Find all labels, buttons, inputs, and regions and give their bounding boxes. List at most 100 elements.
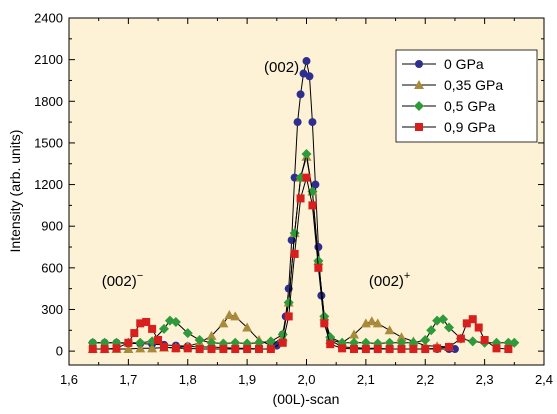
- data-point: [284, 312, 293, 321]
- data-point: [420, 335, 431, 346]
- data-point: [302, 173, 311, 182]
- series-layer: [87, 57, 520, 354]
- data-point: [366, 316, 377, 326]
- legend-label: 0,9 GPa: [444, 119, 496, 135]
- data-point: [160, 342, 168, 351]
- data-point: [314, 263, 323, 272]
- data-point: [299, 69, 308, 78]
- data-point: [338, 344, 347, 353]
- legend-label: 0,5 GPa: [444, 98, 496, 114]
- data-point: [231, 345, 240, 354]
- data-point: [320, 319, 329, 328]
- data-point: [308, 118, 317, 127]
- data-point: [242, 322, 253, 332]
- data-point: [147, 343, 158, 353]
- data-point: [305, 72, 314, 81]
- y-tick-label: 1500: [34, 135, 63, 150]
- y-tick-label: 900: [41, 219, 63, 234]
- data-point: [290, 249, 299, 258]
- data-point: [350, 345, 358, 354]
- data-point: [207, 345, 216, 354]
- y-tick-label: 1800: [34, 94, 63, 109]
- series-0-9-gpa: [88, 173, 513, 354]
- data-point: [504, 345, 513, 354]
- data-point: [243, 345, 252, 354]
- data-point: [462, 319, 471, 328]
- legend-marker: [414, 101, 424, 111]
- data-point: [444, 322, 454, 333]
- data-point: [135, 337, 146, 348]
- data-point: [361, 345, 370, 354]
- data-point: [373, 345, 382, 354]
- y-tick-label: 600: [41, 260, 63, 275]
- data-point: [438, 314, 449, 325]
- x-tick-label: 1,9: [238, 372, 256, 387]
- data-point: [296, 90, 305, 99]
- data-point: [255, 345, 263, 354]
- data-point: [136, 319, 145, 328]
- data-point: [474, 323, 483, 332]
- data-point: [326, 340, 335, 349]
- data-point: [492, 344, 501, 353]
- data-point: [468, 315, 477, 324]
- x-tick-label: 2,2: [416, 372, 434, 387]
- data-point: [206, 330, 217, 340]
- data-point: [100, 345, 109, 354]
- data-point: [230, 311, 241, 321]
- data-point: [372, 318, 383, 328]
- data-point: [278, 338, 287, 347]
- peak-label: (002)−: [102, 270, 143, 290]
- data-point: [409, 345, 418, 354]
- data-point: [301, 149, 312, 160]
- x-tick-label: 2,0: [297, 372, 315, 387]
- data-point: [445, 342, 453, 351]
- x-axis-title: (00L)-scan: [273, 391, 340, 407]
- data-point: [154, 336, 163, 345]
- data-point: [426, 325, 437, 336]
- y-tick-label: 1200: [34, 177, 63, 192]
- data-point: [311, 180, 320, 189]
- data-point: [290, 173, 299, 182]
- data-point: [265, 336, 276, 347]
- data-point: [159, 323, 169, 334]
- data-point: [283, 297, 294, 308]
- peak-label-superscript: +: [404, 270, 410, 282]
- data-point: [171, 344, 180, 353]
- legend-marker: [415, 60, 423, 68]
- annotations: (002) (002)− (002)+: [102, 59, 411, 290]
- legend-label: 0,35 GPa: [444, 77, 503, 93]
- peak-label-superscript: −: [137, 270, 143, 282]
- data-point: [183, 344, 192, 353]
- legend-marker: [414, 80, 424, 89]
- data-point: [124, 338, 133, 347]
- data-point: [421, 345, 430, 354]
- data-point: [135, 343, 146, 353]
- data-point: [219, 345, 228, 354]
- data-point: [433, 344, 442, 353]
- data-point: [349, 329, 359, 339]
- data-point: [296, 194, 305, 203]
- x-tick-label: 1,6: [60, 372, 78, 387]
- data-point: [88, 345, 97, 354]
- x-tick-label: 1,7: [119, 372, 137, 387]
- legend-label: 0 GPa: [444, 56, 484, 72]
- legend: 0 GPa 0,35 GPa 0,5 GPa 0,9 GPa: [395, 49, 538, 143]
- x-tick-label: 2,4: [535, 372, 553, 387]
- data-point: [266, 345, 275, 354]
- data-point: [112, 344, 121, 353]
- data-point: [194, 335, 205, 346]
- legend-marker: [415, 123, 423, 131]
- x-tick-label: 2,3: [476, 372, 494, 387]
- data-point: [467, 336, 478, 347]
- data-point: [123, 344, 134, 354]
- data-point: [130, 329, 139, 338]
- x-tick-labels: 1,6 1,7 1,8 1,9 2,0 2,1 2,2 2,3 2,4: [60, 372, 553, 387]
- data-point: [308, 201, 317, 210]
- data-point: [293, 118, 302, 127]
- data-point: [224, 310, 235, 320]
- peak-label: (002)+: [369, 270, 410, 290]
- data-point: [319, 311, 330, 322]
- data-point: [148, 324, 157, 333]
- data-point: [456, 334, 465, 343]
- y-tick-labels: 0 300 600 900 1200 1500 1800 2100 2400: [34, 11, 63, 359]
